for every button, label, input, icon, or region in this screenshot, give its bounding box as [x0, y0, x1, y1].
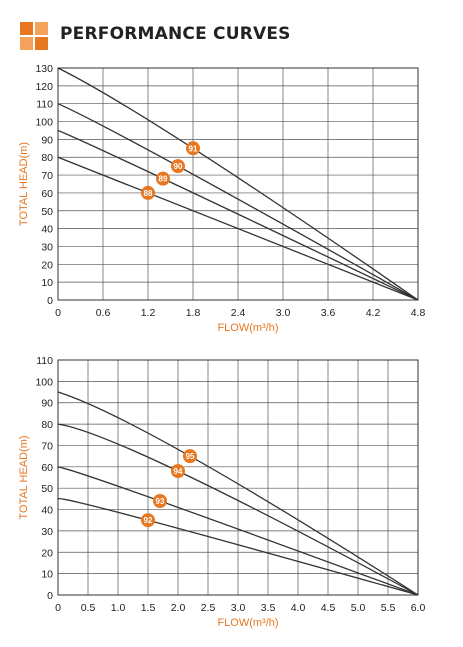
x-tick-label: 1.0	[111, 602, 126, 614]
x-tick-label: 0	[55, 602, 61, 614]
curve-marker-label: 95	[186, 452, 195, 461]
curve-marker-95	[183, 449, 197, 464]
y-tick-label: 90	[41, 134, 53, 146]
curve-marker-label: 88	[144, 189, 153, 198]
y-tick-label: 50	[41, 206, 53, 218]
x-axis-label: FLOW(m³/h)	[217, 322, 278, 334]
x-axis-label: FLOW(m³/h)	[217, 617, 278, 629]
grid	[57, 67, 419, 301]
x-tick-label: 3.5	[261, 602, 276, 614]
curve-marker-label: 93	[156, 497, 165, 506]
y-tick-label: 100	[35, 117, 53, 129]
y-tick-label: 50	[41, 483, 53, 495]
y-tick-label: 70	[41, 170, 53, 182]
y-tick-label: 60	[41, 462, 53, 474]
curve-marker-88	[141, 185, 155, 200]
curve-marker-90	[171, 159, 185, 174]
x-tick-label: 2.4	[231, 307, 246, 319]
y-tick-label: 110	[36, 355, 53, 367]
chart-1: 0 0.6 1.2 1.8 2.4 3.0 3.6 4.2 4.8 0 10 20 30 40 50 60 70…	[18, 63, 425, 334]
curve-marker-92	[141, 513, 155, 528]
y-tick-label: 10	[41, 569, 53, 581]
x-tick-label: 3.0	[231, 602, 246, 614]
x-tick-label: 1.8	[186, 307, 201, 319]
y-axis-label: TOTAL HEAD(m)	[18, 142, 30, 226]
curve-marker-label: 90	[174, 162, 183, 171]
curve-marker-label: 92	[144, 516, 153, 525]
x-tick-label: 5.0	[351, 602, 366, 614]
curve-marker-94	[171, 464, 185, 479]
y-tick-label: 20	[41, 259, 53, 271]
y-tick-label: 70	[41, 440, 53, 452]
y-tick-label: 120	[35, 81, 53, 93]
y-tick-label: 60	[41, 188, 53, 200]
x-tick-label: 0.6	[96, 307, 111, 319]
x-tick-label: 3.0	[276, 307, 291, 319]
x-tick-label: 4.2	[366, 307, 381, 319]
x-tick-label: 4.0	[291, 602, 306, 614]
x-tick-label: 2.0	[171, 602, 186, 614]
y-tick-label: 40	[41, 505, 53, 517]
orange-squares-logo-icon	[20, 22, 50, 52]
x-tick-label: 3.6	[321, 307, 336, 319]
curve-marker-label: 91	[189, 144, 198, 153]
y-tick-label: 30	[41, 526, 53, 538]
y-tick-label: 10	[41, 277, 53, 289]
page-title: PERFORMANCE CURVES	[60, 24, 291, 44]
x-tick-label: 2.5	[201, 602, 216, 614]
x-tick-label: 0.5	[81, 602, 96, 614]
x-tick-label: 6.0	[411, 602, 426, 614]
curve-marker-label: 89	[159, 175, 168, 184]
x-tick-label: 0	[55, 307, 61, 319]
y-tick-label: 100	[35, 376, 53, 388]
grid	[57, 359, 419, 596]
y-tick-label: 40	[41, 224, 53, 236]
y-tick-label: 30	[41, 241, 53, 253]
curve-marker-label: 94	[174, 467, 183, 476]
y-tick-label: 110	[36, 99, 53, 111]
x-tick-label: 4.5	[321, 602, 336, 614]
x-tick-label: 4.8	[411, 307, 426, 319]
plot-frame	[57, 67, 419, 301]
curve-marker-91	[186, 141, 200, 156]
y-tick-label: 0	[47, 295, 53, 307]
x-tick-label: 1.2	[141, 307, 156, 319]
plot-frame	[57, 359, 419, 596]
curve-marker-89	[156, 171, 170, 186]
y-tick-label: 0	[47, 590, 53, 602]
y-tick-label: 80	[41, 419, 53, 431]
y-axis-label: TOTAL HEAD(m)	[18, 435, 30, 519]
y-tick-label: 130	[35, 63, 53, 75]
y-tick-label: 80	[41, 152, 53, 164]
y-tick-label: 90	[41, 398, 53, 410]
y-tick-label: 20	[41, 547, 53, 559]
x-tick-label: 1.5	[141, 602, 156, 614]
curve-marker-93	[153, 494, 167, 508]
chart-2: 0 0.5 1.0 1.5 2.0 2.5 3.0 3.5 4.0 4.5 5.0 5.5 6.0 0 10…	[18, 355, 425, 629]
x-tick-label: 5.5	[381, 602, 396, 614]
